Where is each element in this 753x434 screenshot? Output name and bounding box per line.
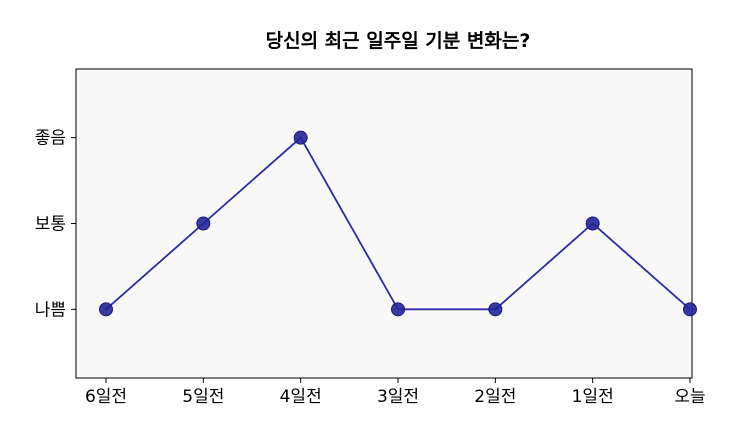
x-tick-label: 오늘	[674, 387, 705, 407]
x-tick-label: 1일전	[572, 387, 614, 407]
data-point	[293, 130, 308, 145]
x-tick-label: 3일전	[377, 387, 419, 407]
y-tick-label: 보통	[35, 215, 66, 235]
data-point	[585, 216, 600, 231]
x-tick-label: 2일전	[474, 387, 516, 407]
data-point	[683, 302, 697, 317]
x-tick-label: 5일전	[182, 387, 224, 407]
y-tick-label: 좋음	[35, 129, 66, 149]
data-point	[391, 302, 405, 317]
x-tick-label: 4일전	[280, 387, 322, 407]
x-tick-label: 6일전	[85, 387, 127, 407]
data-point	[196, 216, 211, 231]
series-layer	[99, 130, 697, 317]
chart-title: 당신의 최근 일주일 기분 변화는?	[266, 30, 531, 52]
data-point	[488, 302, 503, 317]
y-tick-label: 나쁨	[35, 300, 66, 320]
data-point	[99, 302, 113, 317]
axis-ticks: 6일전 5일전 4일전 3일전 2일전 1일전 오늘 나쁨 보통 좋음	[35, 129, 706, 407]
